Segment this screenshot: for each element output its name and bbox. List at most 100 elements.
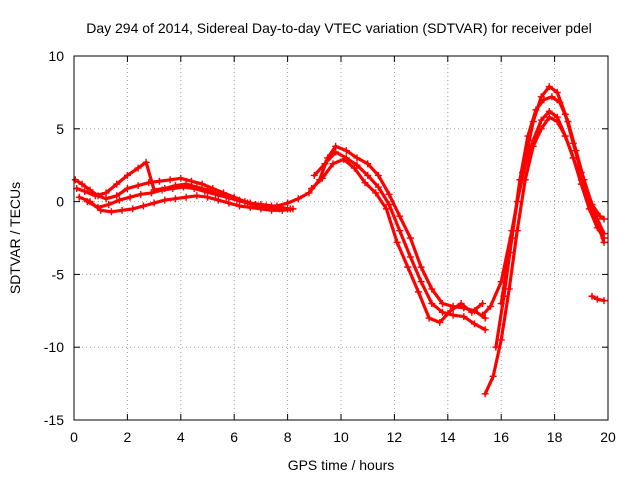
data-point-plus — [425, 314, 433, 322]
data-point-plus — [406, 253, 414, 261]
data-point-plus — [545, 83, 553, 91]
data-point-plus — [556, 99, 564, 107]
data-point-plus — [593, 224, 601, 232]
data-point-plus — [385, 201, 393, 209]
data-point-plus — [460, 313, 468, 321]
data-point-plus — [190, 184, 198, 192]
x-tick-label: 4 — [177, 429, 185, 445]
data-point-plus — [404, 263, 412, 271]
data-point-plus — [361, 179, 369, 187]
data-point-plus — [600, 234, 608, 242]
series-sat-j — [497, 107, 608, 308]
data-point-plus — [479, 311, 487, 319]
data-point-plus — [436, 318, 444, 326]
y-tick-label: -10 — [44, 339, 64, 355]
data-point-plus — [265, 203, 273, 211]
data-point-plus — [126, 193, 134, 201]
data-point-plus — [150, 199, 158, 207]
data-point-plus — [254, 202, 262, 210]
data-point-plus — [572, 147, 580, 155]
data-point-plus — [332, 148, 340, 156]
x-tick-label: 2 — [124, 429, 132, 445]
y-tick-label: 10 — [48, 48, 64, 64]
data-point-plus — [585, 205, 593, 213]
data-point-plus — [374, 183, 382, 191]
data-point-plus — [479, 300, 487, 308]
data-point-plus — [193, 192, 201, 200]
data-point-plus — [588, 292, 596, 300]
data-point-plus — [406, 234, 414, 242]
data-point-plus — [244, 199, 252, 207]
data-point-plus — [468, 308, 476, 316]
data-point-plus — [529, 136, 537, 144]
data-point-plus — [142, 158, 150, 166]
data-point-plus — [113, 192, 121, 200]
series-sat-e — [310, 148, 489, 334]
data-point-plus — [342, 147, 350, 155]
y-tick-label: -15 — [44, 412, 64, 428]
x-tick-label: 0 — [70, 429, 78, 445]
data-point-plus — [561, 132, 569, 140]
data-point-plus — [102, 189, 110, 197]
data-point-plus — [294, 195, 302, 203]
data-point-plus — [540, 96, 548, 104]
data-point-plus — [236, 202, 244, 210]
data-point-plus — [222, 193, 230, 201]
data-point-plus — [75, 193, 83, 201]
data-point-plus — [545, 107, 553, 115]
data-point-plus — [596, 212, 604, 220]
data-point-plus — [276, 205, 284, 213]
x-tick-label: 16 — [493, 429, 509, 445]
data-point-plus — [321, 160, 329, 168]
data-point-plus — [428, 300, 436, 308]
data-point-plus — [374, 171, 382, 179]
plot-frame — [73, 55, 609, 421]
data-point-plus — [505, 249, 513, 257]
data-point-plus — [91, 192, 99, 200]
data-point-plus — [524, 132, 532, 140]
data-point-plus — [305, 189, 313, 197]
data-point-plus — [553, 88, 561, 96]
data-point-plus — [393, 238, 401, 246]
axis-ticks: 0 2 4 6 8 10 12 14 16 18 20 -15 -10 -5 0 5 10 — [44, 48, 616, 445]
data-point-plus — [115, 196, 123, 204]
data-point-plus — [94, 203, 102, 211]
x-tick-label: 6 — [230, 429, 238, 445]
data-point-plus — [78, 180, 86, 188]
data-point-plus — [497, 336, 505, 344]
data-point-plus — [137, 190, 145, 198]
series-sat-d — [83, 183, 294, 213]
data-point-plus — [471, 320, 478, 328]
data-point-plus — [212, 190, 220, 198]
data-point-plus — [481, 390, 489, 398]
data-point-plus — [171, 195, 179, 203]
data-point-plus — [350, 164, 358, 172]
series-sat-k — [588, 292, 608, 305]
data-point-plus — [382, 205, 390, 213]
y-tick-label: 0 — [56, 194, 64, 210]
data-point-plus — [600, 297, 608, 305]
data-point-plus — [310, 171, 318, 179]
data-point-plus — [225, 199, 233, 207]
x-tick-label: 12 — [387, 429, 403, 445]
data-point-plus — [569, 154, 577, 162]
series-line — [499, 109, 606, 306]
series-sat-f — [308, 155, 487, 326]
data-point-plus — [417, 263, 425, 271]
data-point-plus — [166, 176, 174, 184]
data-point-plus — [71, 176, 79, 184]
data-point-plus — [113, 180, 121, 188]
data-point-plus — [147, 189, 155, 197]
data-series-layer — [71, 83, 608, 398]
data-point-plus — [553, 113, 561, 121]
data-point-plus — [214, 196, 222, 204]
series-sat-i — [492, 93, 608, 351]
data-point-plus — [198, 180, 206, 188]
data-point-plus — [286, 205, 294, 213]
y-tick-label: -5 — [52, 266, 65, 282]
data-point-plus — [161, 196, 169, 204]
data-point-plus — [233, 196, 241, 204]
data-point-plus — [593, 295, 601, 303]
data-point-plus — [204, 193, 211, 201]
